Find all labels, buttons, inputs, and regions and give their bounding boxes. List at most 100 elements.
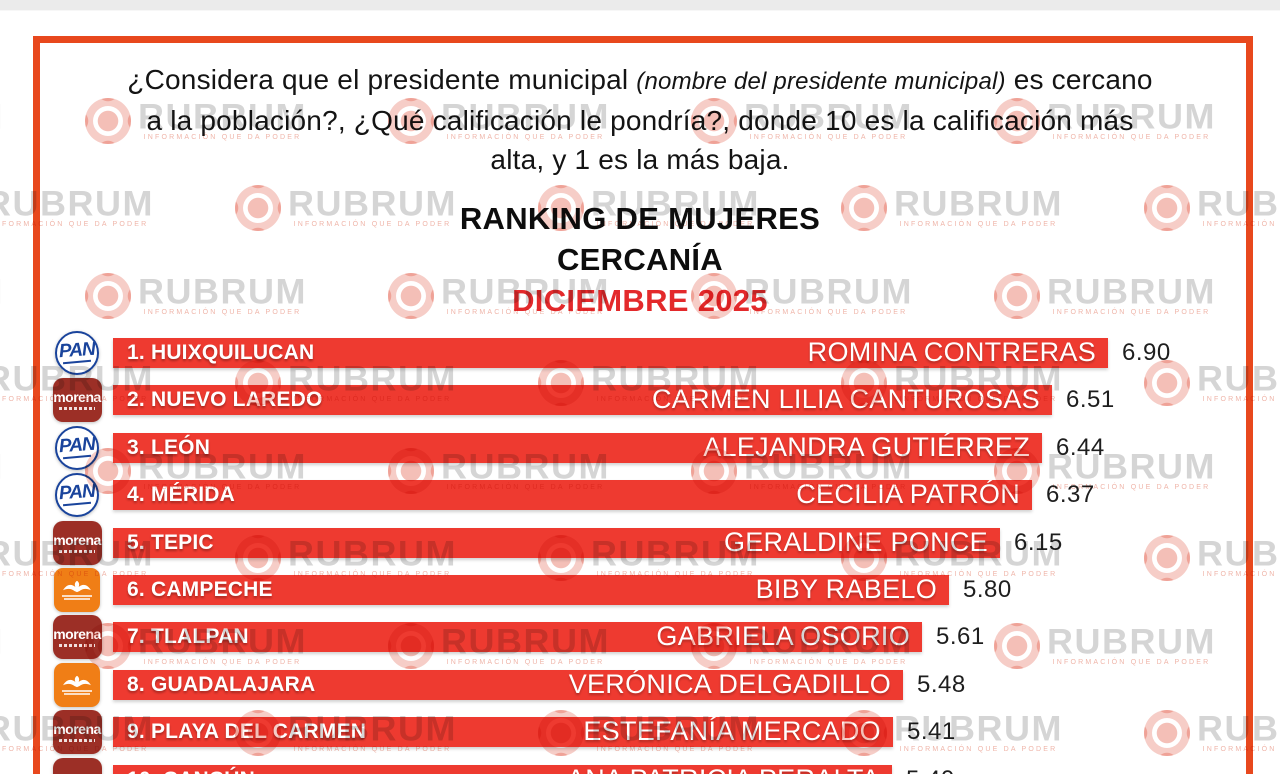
morena-tagline-line [59, 738, 95, 742]
mayor-name-label: BIBY RABELO [755, 574, 937, 604]
rank-city-label: 7. TLALPAN [127, 624, 249, 648]
morena-tagline-line [59, 643, 95, 647]
rank-city-label: 8. GUADALAJARA [127, 672, 316, 696]
rank-city-label: 4. MÉRIDA [127, 482, 235, 506]
pan-logo-label: PAN [58, 338, 96, 363]
party-logo-slot: morena [52, 756, 102, 774]
mayor-name-label: CARMEN LILIA CANTUROSAS [652, 384, 1040, 414]
mc-tagline-line [64, 693, 90, 695]
ranking-bar: 3. LEÓN ALEJANDRA GUTIÉRREZ [113, 432, 1042, 463]
morena-logo-label: morena [53, 720, 101, 737]
mc-party-logo [54, 567, 100, 612]
ranking-row: morena 10. CANCÚN ANA PATRICIA PERALTA 5… [0, 756, 1280, 774]
ranking-row: morena 5. TEPIC GERALDINE PONCE 6.15 [0, 519, 1280, 566]
mayor-name-label: CECILIA PATRÓN [796, 479, 1020, 509]
morena-logo-label: morena [53, 625, 101, 642]
title-line-2: CERCANÍA [556, 242, 723, 277]
score-value: 5.80 [963, 575, 1012, 603]
morena-logo-label: morena [53, 531, 101, 548]
rank-city-label: 3. LEÓN [127, 435, 211, 459]
score-value: 6.51 [1066, 385, 1115, 413]
ranking-row: 6. CAMPECHE BIBY RABELO 5.80 [0, 566, 1280, 613]
ranking-bar: 7. TLALPAN GABRIELA OSORIO [113, 621, 922, 652]
party-logo-slot [52, 661, 102, 708]
ranking-bar: 10. CANCÚN ANA PATRICIA PERALTA [113, 764, 892, 774]
question-text-part2: es cercano a la población?, ¿Qué calific… [146, 64, 1153, 175]
frame-border [33, 36, 1253, 774]
mc-eagle-icon [63, 580, 91, 593]
mayor-name-label: GERALDINE PONCE [723, 527, 988, 557]
ranking-bar: 8. GUADALAJARA VERÓNICA DELGADILLO [113, 669, 903, 700]
mayor-name-label: ESTEFANÍA MERCADO [583, 716, 881, 746]
ranking-row: PAN 4. MÉRIDA CECILIA PATRÓN 6.37 [0, 471, 1280, 518]
pan-party-logo: PAN [55, 425, 99, 470]
pan-logo-label: PAN [58, 480, 96, 505]
rank-city-label: 5. TEPIC [127, 530, 214, 554]
question-text-italic: (nombre del presidente municipal) [636, 68, 1006, 95]
morena-party-logo: morena [52, 520, 102, 565]
ranking-row: morena 2. NUEVO LAREDO CARMEN LILIA CANT… [0, 376, 1280, 423]
mayor-name-label: ALEJANDRA GUTIÉRREZ [703, 432, 1030, 462]
party-logo-slot: PAN [52, 329, 102, 376]
party-logo-slot: PAN [52, 424, 102, 471]
ranking-bar: 6. CAMPECHE BIBY RABELO [113, 574, 949, 605]
rubrum-watermark-text: RUBRUM INFORMACIÓN QUE DA PODER [0, 99, 4, 141]
mc-party-logo [54, 662, 100, 707]
mc-tagline-line [62, 595, 92, 597]
watermark-brand-text: RUBRUM [0, 99, 4, 134]
ranking-list: PAN 1. HUIXQUILUCAN ROMINA CONTRERAS 6.9… [0, 329, 1280, 774]
subtitle-month: DICIEMBRE 2025 [512, 283, 768, 318]
mc-tagline-line [62, 690, 92, 692]
morena-tagline-line [59, 406, 95, 410]
ranking-row: PAN 3. LEÓN ALEJANDRA GUTIÉRREZ 6.44 [0, 424, 1280, 471]
mayor-name-label: VERÓNICA DELGADILLO [568, 669, 891, 699]
morena-party-logo: morena [52, 614, 102, 659]
question-text-part1: ¿Considera que el presidente municipal [127, 64, 637, 95]
party-logo-slot: morena [52, 708, 102, 755]
ranking-bar: 2. NUEVO LAREDO CARMEN LILIA CANTUROSAS [113, 384, 1052, 415]
morena-tagline-line [59, 549, 95, 553]
score-value: 5.41 [907, 717, 956, 745]
morena-party-logo: morena [52, 709, 102, 754]
rank-city-label: 1. HUIXQUILUCAN [127, 340, 315, 364]
rank-city-label: 10. CANCÚN [127, 768, 255, 774]
score-value: 6.37 [1046, 480, 1095, 508]
ranking-bar: 5. TEPIC GERALDINE PONCE [113, 527, 1000, 558]
rubrum-watermark: RUBRUM INFORMACIÓN QUE DA PODER [0, 97, 32, 144]
score-value: 6.90 [1122, 338, 1171, 366]
party-logo-slot: morena [52, 376, 102, 423]
rank-city-label: 9. PLAYA DEL CARMEN [127, 719, 367, 743]
party-logo-slot: morena [52, 519, 102, 566]
mayor-name-label: ANA PATRICIA PERALTA [567, 764, 880, 774]
ranking-bar: 9. PLAYA DEL CARMEN ESTEFANÍA MERCADO [113, 716, 893, 747]
ranking-row: morena 7. TLALPAN GABRIELA OSORIO 5.61 [0, 613, 1280, 660]
ranking-row: PAN 1. HUIXQUILUCAN ROMINA CONTRERAS 6.9… [0, 329, 1280, 376]
rank-city-label: 6. CAMPECHE [127, 577, 273, 601]
ranking-row: 8. GUADALAJARA VERÓNICA DELGADILLO 5.48 [0, 661, 1280, 708]
score-value: 5.61 [936, 622, 985, 650]
score-value: 5.40 [906, 766, 955, 774]
morena-party-logo: morena [52, 377, 102, 422]
pan-logo-label: PAN [58, 433, 96, 458]
score-value: 6.15 [1014, 528, 1063, 556]
mc-tagline-line [64, 598, 90, 600]
mc-eagle-icon [63, 675, 91, 688]
party-logo-slot [52, 566, 102, 613]
party-logo-slot: morena [52, 613, 102, 660]
pan-party-logo: PAN [55, 330, 99, 375]
score-value: 5.48 [917, 670, 966, 698]
morena-logo-label: morena [53, 769, 101, 774]
mayor-name-label: GABRIELA OSORIO [656, 621, 910, 651]
score-value: 6.44 [1056, 433, 1105, 461]
pan-party-logo: PAN [55, 472, 99, 517]
ranking-bar: 4. MÉRIDA CECILIA PATRÓN [113, 479, 1032, 510]
top-edge-strip [0, 0, 1280, 11]
title-line-1: RANKING DE MUJERES [459, 201, 821, 236]
mayor-name-label: ROMINA CONTRERAS [807, 337, 1096, 367]
rank-city-label: 2. NUEVO LAREDO [127, 387, 323, 411]
morena-logo-label: morena [53, 388, 101, 405]
ranking-title-block: RANKING DE MUJERES CERCANÍA DICIEMBRE 20… [0, 198, 1280, 321]
party-logo-slot: PAN [52, 471, 102, 518]
survey-question: ¿Considera que el presidente municipal (… [120, 60, 1160, 179]
